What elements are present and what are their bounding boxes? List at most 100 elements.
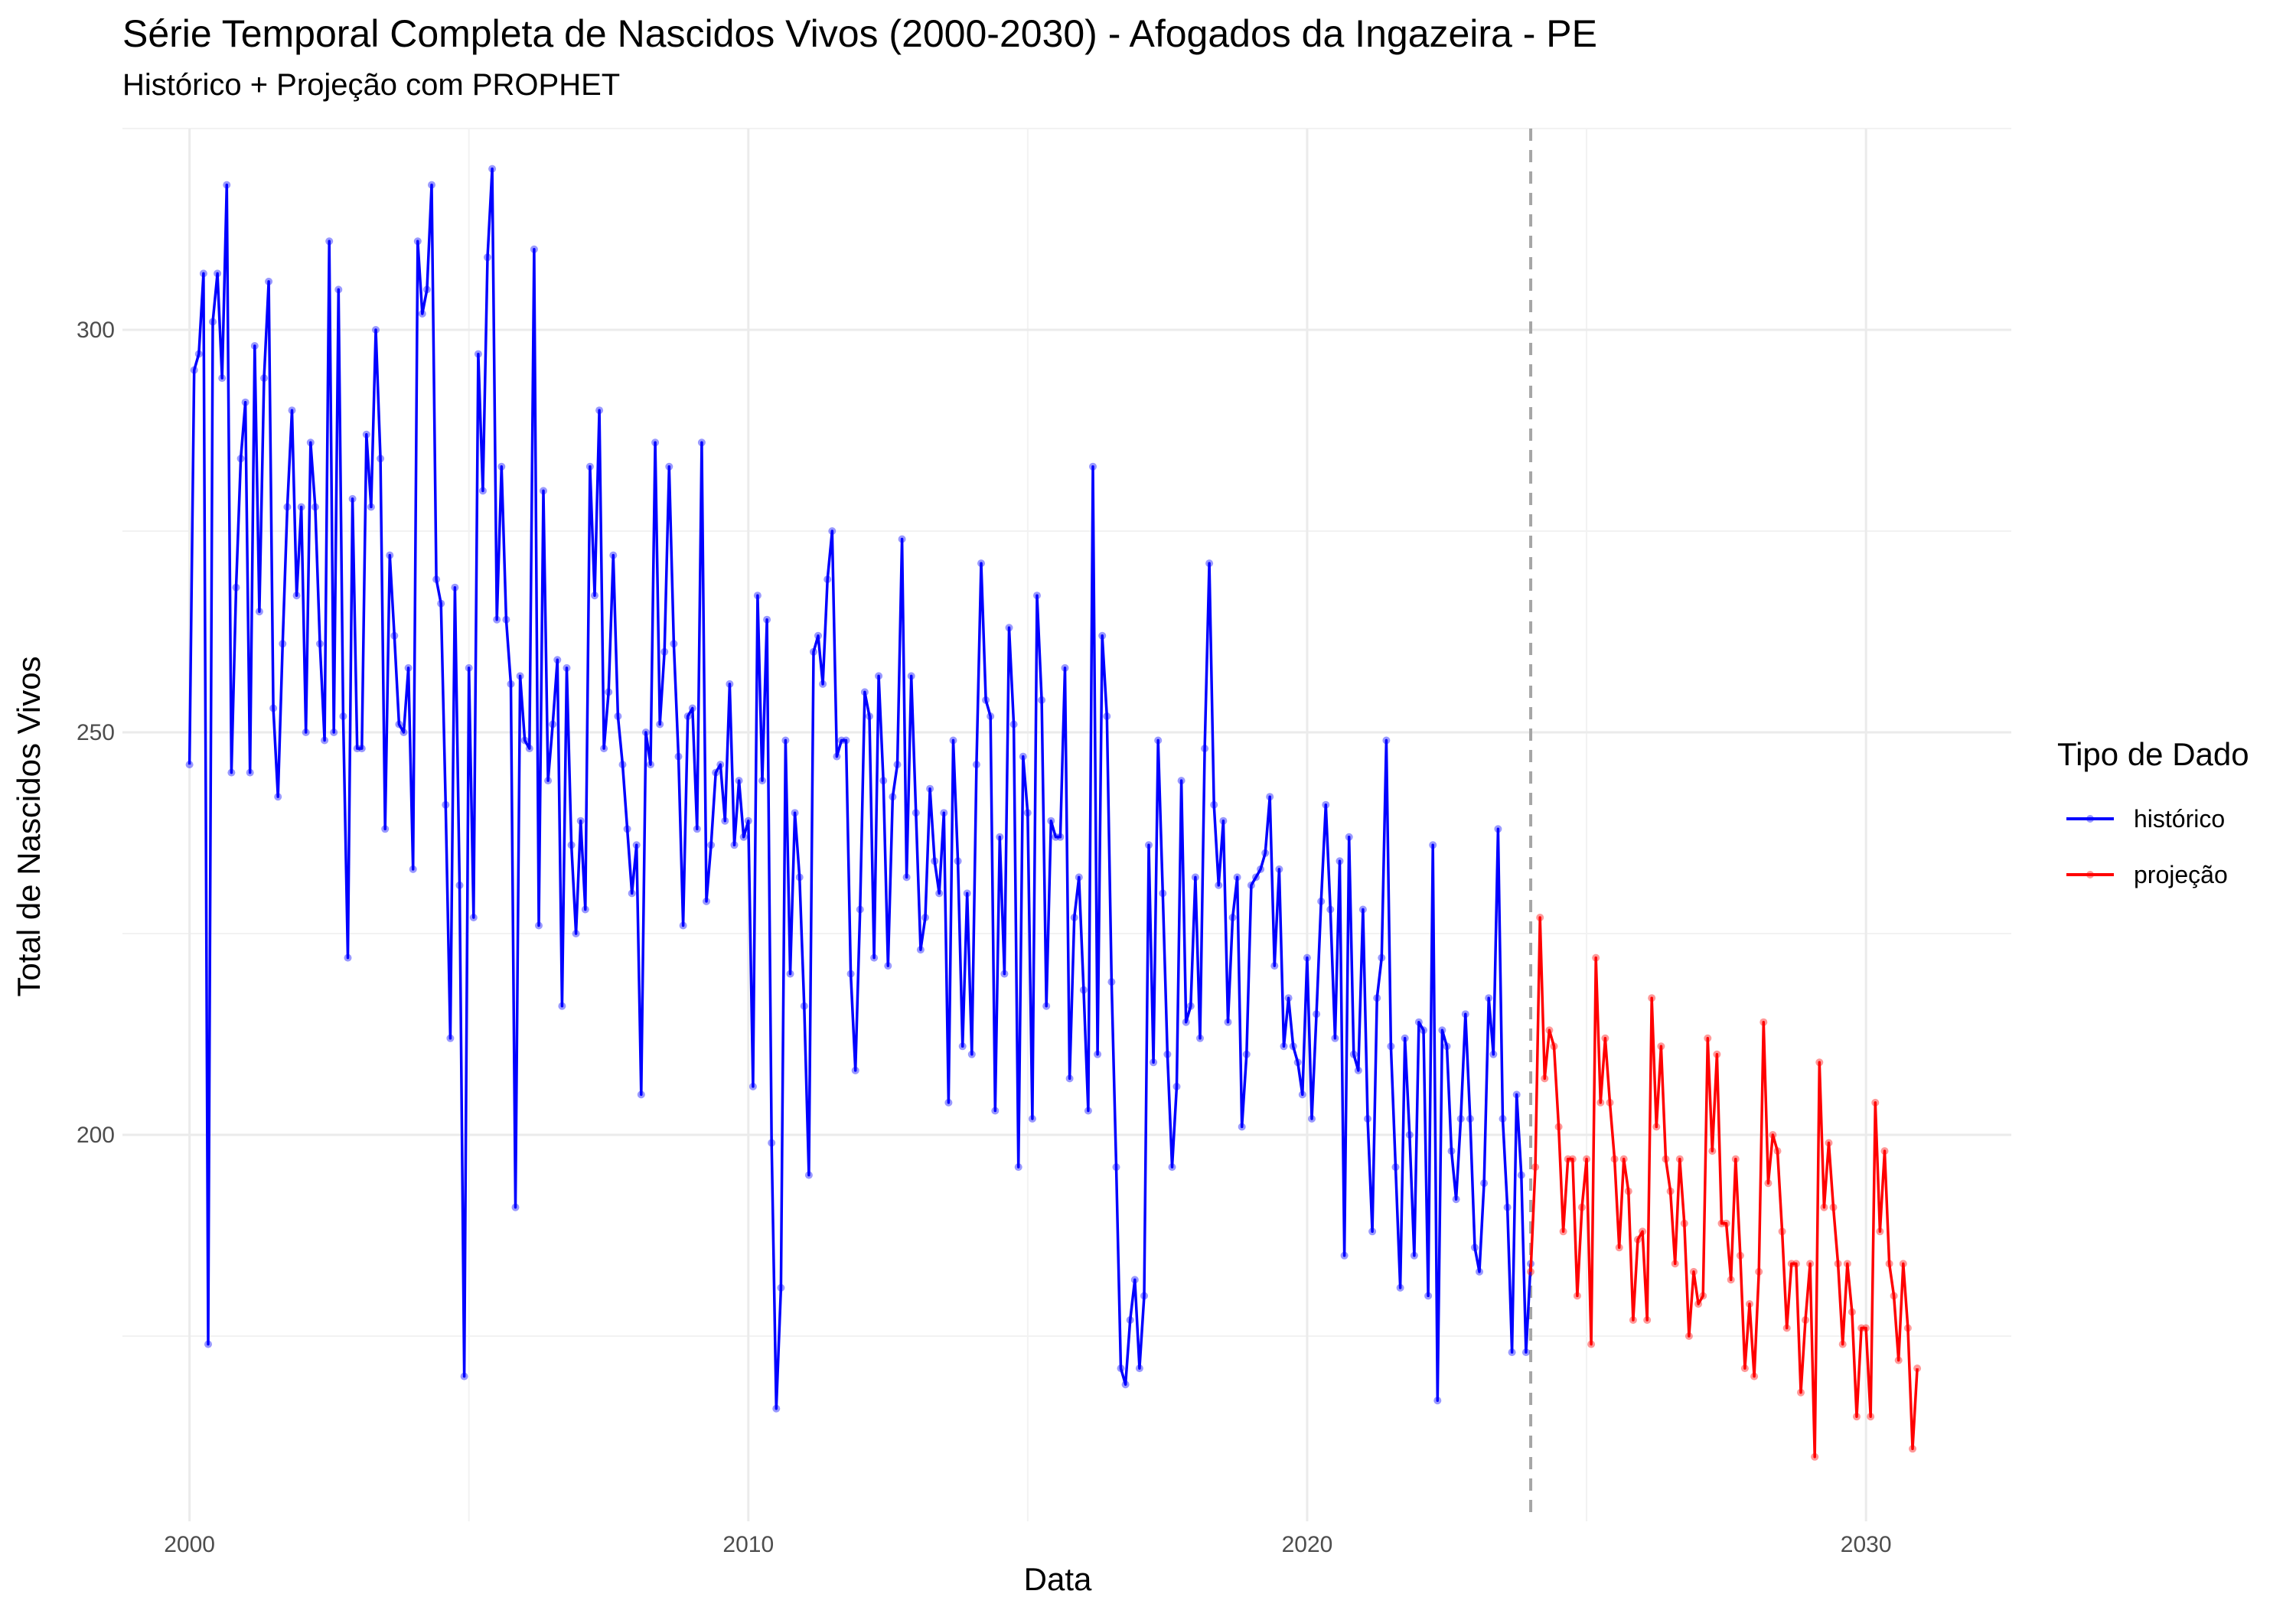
data-point-historico bbox=[246, 768, 254, 777]
data-point-historico bbox=[833, 752, 841, 761]
data-point-historico bbox=[321, 736, 329, 745]
data-point-historico bbox=[781, 736, 790, 745]
data-point-historico bbox=[316, 640, 324, 648]
data-point-projecao bbox=[1666, 1187, 1675, 1195]
data-point-historico bbox=[1257, 865, 1265, 873]
data-point-historico bbox=[465, 663, 473, 672]
data-point-historico bbox=[1154, 736, 1163, 745]
data-point-projecao bbox=[1782, 1324, 1791, 1332]
legend-key-point-historico bbox=[2086, 815, 2094, 823]
data-point-historico bbox=[1378, 953, 1386, 962]
data-point-historico bbox=[1466, 1115, 1474, 1123]
data-point-historico bbox=[916, 946, 925, 954]
data-point-historico bbox=[214, 269, 222, 278]
data-point-historico bbox=[870, 953, 879, 962]
data-point-historico bbox=[488, 165, 497, 173]
data-point-historico bbox=[1252, 873, 1260, 882]
data-point-projecao bbox=[1880, 1147, 1889, 1156]
data-point-historico bbox=[357, 745, 366, 753]
data-point-projecao bbox=[1834, 1260, 1842, 1268]
data-point-historico bbox=[535, 921, 543, 930]
data-point-historico bbox=[1103, 712, 1111, 720]
data-point-historico bbox=[395, 720, 403, 729]
data-point-projecao bbox=[1573, 1292, 1581, 1300]
data-point-historico bbox=[1117, 1364, 1125, 1373]
data-point-historico bbox=[288, 406, 296, 415]
data-point-historico bbox=[1107, 978, 1116, 986]
data-point-historico bbox=[884, 962, 892, 970]
data-point-historico bbox=[842, 736, 850, 745]
data-point-historico bbox=[1219, 817, 1228, 825]
data-point-historico bbox=[1159, 889, 1167, 898]
data-point-historico bbox=[442, 800, 450, 809]
data-point-historico bbox=[707, 841, 716, 849]
data-point-historico bbox=[804, 1171, 813, 1179]
y-tick-label: 200 bbox=[77, 1123, 115, 1148]
data-point-historico bbox=[902, 873, 911, 882]
data-point-projecao bbox=[1587, 1340, 1596, 1348]
data-point-historico bbox=[1089, 462, 1097, 471]
data-point-projecao bbox=[1690, 1267, 1698, 1276]
data-point-historico bbox=[1387, 1042, 1395, 1051]
data-point-historico bbox=[1150, 1058, 1158, 1067]
data-point-historico bbox=[1056, 833, 1065, 841]
data-point-projecao bbox=[1829, 1203, 1838, 1211]
data-point-historico bbox=[623, 825, 631, 833]
data-point-historico bbox=[418, 310, 426, 318]
data-point-historico bbox=[1042, 1002, 1051, 1010]
data-point-historico bbox=[614, 712, 622, 720]
data-point-historico bbox=[1247, 881, 1255, 889]
data-point-historico bbox=[362, 430, 370, 438]
data-point-historico bbox=[1322, 800, 1330, 809]
data-point-historico bbox=[982, 696, 990, 704]
data-point-historico bbox=[1480, 1179, 1489, 1188]
data-point-historico bbox=[1349, 1050, 1358, 1058]
data-point-historico bbox=[721, 817, 729, 825]
data-point-historico bbox=[530, 245, 538, 253]
data-point-historico bbox=[549, 720, 557, 729]
data-point-historico bbox=[1284, 994, 1293, 1002]
data-point-historico bbox=[996, 833, 1004, 841]
data-point-projecao bbox=[1894, 1356, 1903, 1364]
data-point-historico bbox=[381, 825, 390, 833]
data-point-projecao bbox=[1708, 1147, 1717, 1156]
data-point-historico bbox=[525, 745, 533, 753]
data-point-historico bbox=[1289, 1042, 1297, 1051]
data-point-historico bbox=[484, 253, 491, 262]
data-point-historico bbox=[1070, 914, 1078, 921]
data-point-historico bbox=[1242, 1050, 1251, 1058]
data-point-historico bbox=[1340, 1251, 1349, 1260]
major-gridlines bbox=[122, 129, 2011, 1521]
data-point-historico bbox=[232, 583, 240, 592]
data-point-projecao bbox=[1671, 1260, 1679, 1268]
data-point-historico bbox=[991, 1107, 1000, 1115]
data-point-historico bbox=[889, 793, 897, 801]
x-axis-title: Data bbox=[1024, 1561, 1092, 1597]
data-point-projecao bbox=[1639, 1227, 1647, 1236]
data-point-historico bbox=[223, 181, 231, 189]
data-point-projecao bbox=[1536, 914, 1544, 921]
data-point-projecao bbox=[1610, 1155, 1619, 1163]
data-point-projecao bbox=[1876, 1227, 1884, 1236]
data-point-historico bbox=[600, 745, 608, 753]
data-point-historico bbox=[404, 663, 413, 672]
data-point-projecao bbox=[1583, 1155, 1591, 1163]
data-point-projecao bbox=[1853, 1413, 1861, 1421]
data-point-historico bbox=[311, 503, 319, 511]
data-point-projecao bbox=[1797, 1388, 1805, 1397]
chart-subtitle: Histórico + Projeção com PROPHET bbox=[122, 68, 621, 102]
data-point-historico bbox=[786, 970, 794, 978]
data-point-historico bbox=[1215, 881, 1223, 889]
data-point-historico bbox=[1075, 873, 1083, 882]
x-tick-label: 2000 bbox=[164, 1532, 215, 1557]
data-point-historico bbox=[618, 761, 627, 769]
data-point-historico bbox=[1168, 1163, 1176, 1172]
data-point-historico bbox=[595, 406, 604, 415]
data-point-historico bbox=[455, 881, 464, 889]
data-point-historico bbox=[520, 736, 529, 745]
data-point-historico bbox=[1373, 994, 1381, 1002]
data-point-historico bbox=[1508, 1348, 1516, 1357]
data-point-historico bbox=[819, 680, 827, 688]
data-point-historico bbox=[856, 905, 864, 914]
